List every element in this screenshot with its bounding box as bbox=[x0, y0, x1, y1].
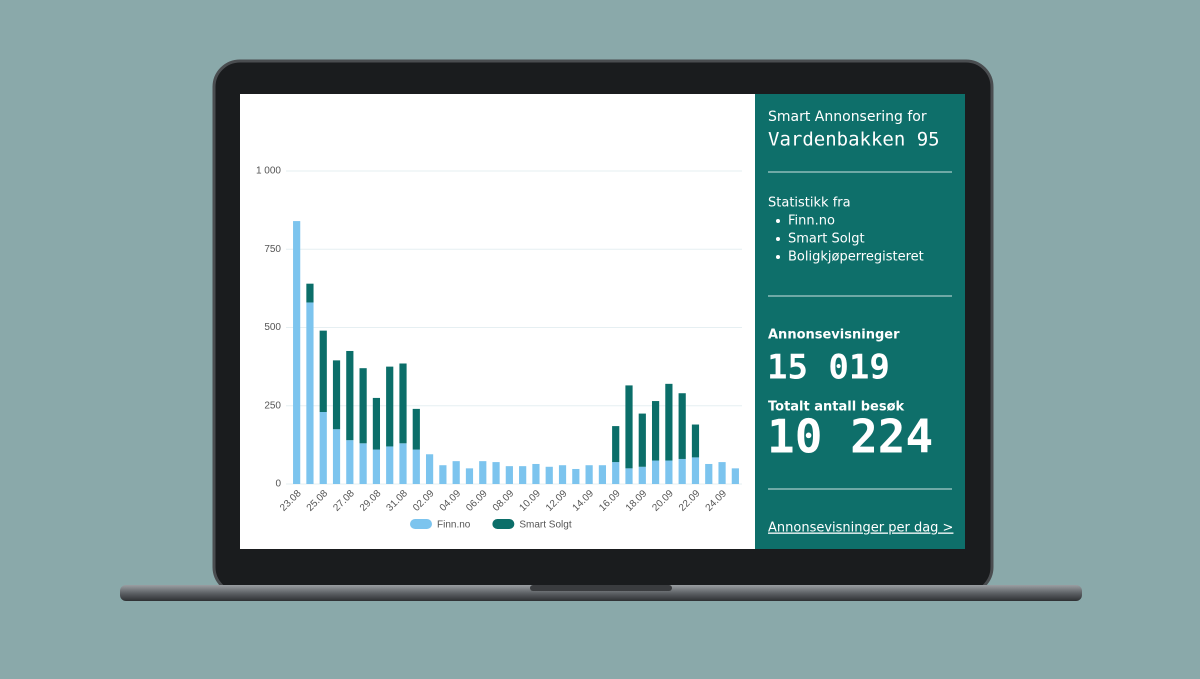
bar-segment bbox=[465, 468, 474, 484]
panel-title: Smart Annonsering for bbox=[768, 109, 927, 125]
bar-segment bbox=[558, 465, 567, 484]
bar-segment bbox=[332, 360, 341, 430]
views-label: Annonsevisninger bbox=[768, 328, 900, 343]
bar-segment bbox=[625, 385, 633, 469]
bar-segment bbox=[306, 283, 314, 303]
bar-segment bbox=[386, 446, 394, 484]
views-value: 15 019 bbox=[767, 348, 890, 388]
bullet bbox=[776, 219, 780, 223]
bar-segment bbox=[678, 393, 686, 459]
address: Vardenbakken 95 bbox=[768, 129, 940, 151]
bar-segment bbox=[625, 468, 633, 484]
bar-segment bbox=[718, 462, 726, 484]
bar-segment bbox=[519, 466, 527, 484]
bar-segment bbox=[412, 449, 420, 484]
bullet bbox=[776, 255, 780, 259]
laptop-base bbox=[120, 585, 1082, 601]
bar-segment bbox=[346, 440, 354, 484]
bar-segment bbox=[332, 429, 341, 484]
bar-segment bbox=[691, 457, 700, 484]
bar-segment bbox=[665, 383, 673, 461]
bar-segment bbox=[412, 408, 420, 450]
bar-segment bbox=[678, 458, 686, 484]
y-tick-label: 750 bbox=[264, 244, 281, 255]
bar-segment bbox=[598, 465, 607, 484]
y-tick-label: 250 bbox=[264, 400, 281, 411]
bar-segment bbox=[665, 460, 673, 484]
bar-segment bbox=[479, 461, 487, 484]
legend-swatch bbox=[410, 519, 432, 529]
side-panel bbox=[755, 94, 965, 549]
link[interactable]: Annonsevisninger per dag > bbox=[768, 521, 953, 536]
bar-segment bbox=[545, 466, 553, 484]
source: Smart Solgt bbox=[788, 232, 865, 247]
bar-segment bbox=[359, 443, 367, 484]
bar-segment bbox=[505, 466, 513, 484]
bar-segment bbox=[386, 366, 394, 447]
bar-segment bbox=[319, 330, 327, 413]
bar-segment bbox=[532, 463, 540, 484]
bar-segment bbox=[359, 368, 367, 444]
bar-segment bbox=[638, 413, 646, 467]
legend-swatch bbox=[492, 519, 515, 529]
y-tick-label: 500 bbox=[264, 322, 281, 333]
bar-segment bbox=[319, 412, 327, 484]
bar-segment bbox=[399, 363, 407, 444]
y-tick-label: 1 000 bbox=[256, 166, 281, 177]
source: Finn.no bbox=[788, 214, 835, 229]
bar-segment bbox=[651, 401, 660, 461]
bar-segment bbox=[705, 463, 713, 484]
bar-segment bbox=[651, 460, 660, 484]
bullet bbox=[776, 237, 780, 241]
bar-segment bbox=[306, 302, 314, 484]
bar-segment bbox=[293, 221, 301, 484]
bar-segment bbox=[439, 465, 447, 484]
sources-heading: Statistikk fra bbox=[768, 196, 851, 211]
bar-segment bbox=[399, 443, 407, 484]
bar-segment bbox=[612, 462, 620, 484]
bar-segment bbox=[492, 462, 500, 484]
bar-segment bbox=[585, 465, 593, 484]
legend-label: Smart Solgt bbox=[519, 520, 571, 531]
bar-segment bbox=[691, 424, 700, 458]
bar-segment bbox=[372, 449, 381, 484]
bar-segment bbox=[638, 466, 646, 484]
bar-segment bbox=[612, 426, 620, 463]
bar-segment bbox=[452, 461, 460, 484]
laptop-notch bbox=[530, 585, 672, 591]
legend-label: Finn.no bbox=[437, 520, 471, 531]
visits-value: 10 224 bbox=[767, 410, 933, 464]
bar-segment bbox=[572, 468, 580, 484]
bar-segment bbox=[425, 454, 434, 484]
visits-label: Totalt antall besøk bbox=[768, 400, 904, 415]
bar-segment bbox=[372, 397, 381, 450]
source: Boligkjøperregisteret bbox=[788, 250, 924, 265]
bar-segment bbox=[731, 468, 739, 484]
y-tick-label: 0 bbox=[275, 479, 281, 490]
bar-segment bbox=[346, 350, 354, 441]
